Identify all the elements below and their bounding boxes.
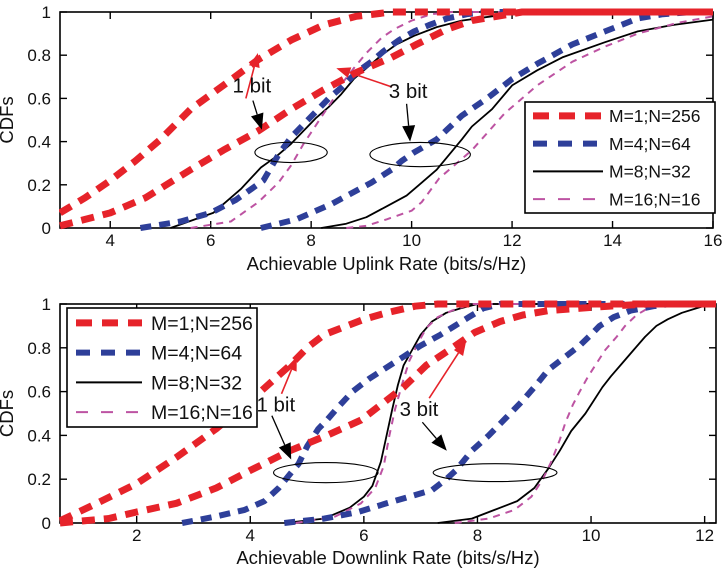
y-tick-label-0.4: 0.4 [27, 133, 51, 152]
downlink-legend: M=1;N=256 M=4;N=64 M=8;N=32 M=16;N=16 [66, 307, 258, 428]
legend-label-M=4;N=64: M=4;N=64 [609, 134, 691, 154]
uplink-x-axis-label: Achievable Uplink Rate (bits/s/Hz) [247, 253, 527, 274]
uplink-black-arrow-2 [251, 100, 264, 130]
arrowhead [402, 125, 416, 142]
legend-label-M=1;N=256: M=1;N=256 [151, 313, 253, 335]
downlink-red-arrow-3 [428, 341, 467, 399]
arrowhead [249, 53, 260, 68]
uplink-black-arrow-4 [402, 103, 416, 142]
legend-box [66, 307, 258, 428]
x-tick-label-8: 8 [473, 526, 482, 545]
arrowhead [286, 356, 297, 372]
axis-tick-labels: 2 4 6 8 10 12 0 0.2 0.4 0.6 0.8 1 [27, 295, 714, 545]
series-m-8-n-32-3-bit- [321, 18, 714, 229]
series-m-4-n-64-3-bit- [260, 9, 713, 231]
axes-box [59, 303, 717, 524]
x-tick-label-14: 14 [603, 231, 622, 250]
axis-tick-labels: 4 6 8 10 12 14 16 0 0.2 0.4 0.6 0.8 1 [27, 3, 722, 250]
series-m-16-n-16-3-bit- [346, 15, 714, 229]
y-tick-label-0: 0 [42, 514, 51, 533]
uplink-legend: M=1;N=256 M=4;N=64 M=8;N=32 M=16;N=16 [524, 101, 716, 214]
arrowhead [336, 67, 352, 78]
x-tick-label-6: 6 [359, 526, 368, 545]
arrowhead [431, 434, 447, 451]
x-tick-label-16: 16 [704, 231, 722, 250]
series-m-4-n-64-1-bit- [139, 9, 713, 231]
x-tick-label-10: 10 [582, 526, 601, 545]
series-curves [59, 8, 714, 231]
downlink-annotation-1-bit: 1 bit [256, 394, 295, 417]
downlink-cdf-chart: 2 4 6 8 10 12 0 0.2 0.4 0.6 0.8 1 Achievable Downlin… [0, 295, 717, 568]
y-tick-label-1: 1 [42, 3, 51, 22]
series-m-8-n-32-3-bit- [437, 303, 716, 524]
series-m-4-n-64-3-bit- [283, 301, 716, 526]
arrowhead [453, 341, 467, 356]
series-m-4-n-64-1-bit- [181, 301, 716, 526]
y-tick-label-0: 0 [42, 219, 51, 238]
downlink-black-arrow-2 [271, 415, 292, 460]
uplink-y-axis-label: CDFs [0, 96, 17, 143]
downlink-black-arrow-4 [421, 421, 447, 451]
y-tick-label-1: 1 [42, 295, 51, 314]
x-tick-label-4: 4 [105, 231, 114, 250]
series-m-16-n-16-3-bit- [454, 303, 716, 524]
legend-label-M=8;N=32: M=8;N=32 [609, 162, 691, 182]
x-tick-label-4: 4 [246, 526, 255, 545]
x-tick-label-12: 12 [695, 526, 714, 545]
downlink-cluster-ellipse-1 [273, 462, 379, 484]
legend-label-M=16;N=16: M=16;N=16 [609, 189, 700, 209]
x-tick-label-2: 2 [132, 526, 141, 545]
y-tick-label-0.6: 0.6 [27, 383, 51, 402]
series-m-1-n-256-1-bit- [59, 8, 713, 216]
downlink-annotation-3-bit: 3 bit [400, 398, 439, 421]
y-tick-label-0.2: 0.2 [27, 176, 51, 195]
downlink-x-axis-label: Achievable Downlink Rate (bits/s/Hz) [236, 547, 539, 568]
series-m-8-n-32-1-bit- [170, 11, 713, 229]
uplink-cluster-ellipse-1 [254, 141, 328, 164]
y-tick-label-0.4: 0.4 [27, 426, 51, 445]
x-tick-label-8: 8 [306, 231, 315, 250]
legend-label-M=4;N=64: M=4;N=64 [151, 343, 242, 365]
series-curves [59, 300, 716, 527]
legend-box [524, 101, 716, 214]
series-m-1-n-256-3-bit- [59, 300, 716, 527]
uplink-red-arrow-1 [245, 53, 260, 99]
legend-label-M=16;N=16: M=16;N=16 [151, 402, 253, 424]
series-m-1-n-256-3-bit- [59, 8, 713, 230]
y-tick-label-0.2: 0.2 [27, 470, 51, 489]
x-tick-label-12: 12 [503, 231, 522, 250]
x-tick-label-6: 6 [206, 231, 215, 250]
series-m-16-n-16-1-bit- [295, 303, 716, 524]
arrowhead [278, 442, 292, 460]
arrowhead [251, 112, 264, 130]
uplink-red-arrow-3 [336, 67, 393, 88]
uplink-annotation-3-bit: 3 bit [389, 80, 428, 103]
y-tick-label-0.6: 0.6 [27, 89, 51, 108]
legend-label-M=8;N=32: M=8;N=32 [151, 372, 242, 394]
uplink-annotation-1-bit: 1 bit [233, 74, 272, 97]
downlink-red-arrow-1 [280, 356, 297, 395]
y-tick-label-0.8: 0.8 [27, 339, 51, 358]
downlink-y-axis-label: CDFs [0, 390, 17, 437]
downlink-cluster-ellipse-2 [432, 463, 558, 483]
uplink-cdf-chart: 4 6 8 10 12 14 16 0 0.2 0.4 0.6 0.8 1 Achievable Upli… [0, 3, 722, 274]
uplink-cluster-ellipse-2 [369, 141, 471, 168]
legend-label-M=1;N=256: M=1;N=256 [609, 106, 700, 126]
y-tick-label-0.8: 0.8 [27, 46, 51, 65]
x-tick-label-10: 10 [402, 231, 421, 250]
